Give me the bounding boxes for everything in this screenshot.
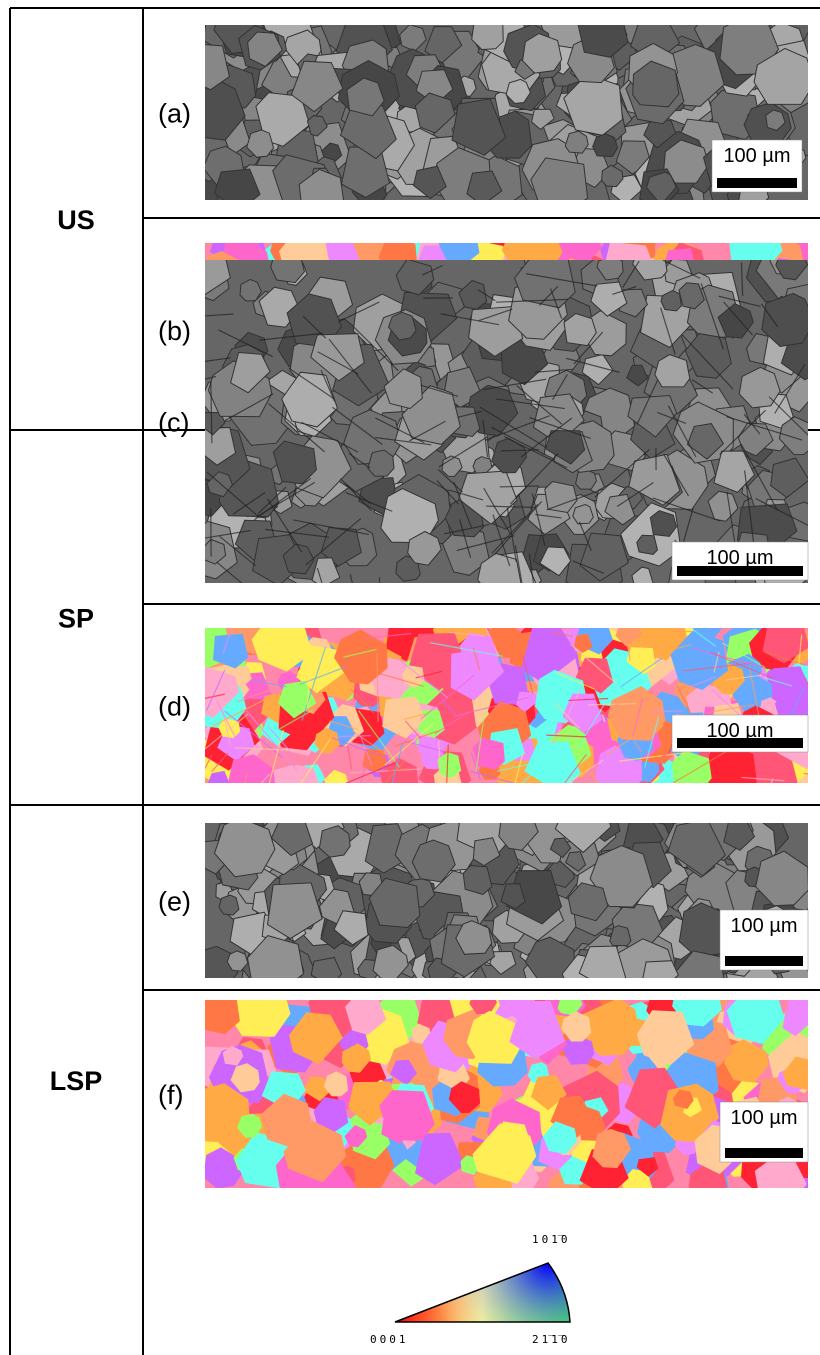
panel-label: (c) — [158, 408, 189, 438]
scale-text: 100 µm — [730, 1107, 797, 1129]
ipf-legend: 101̅0 0001 21̅1̅0 — [370, 1233, 571, 1346]
scale-bar — [725, 1148, 803, 1158]
micrograph — [205, 628, 808, 783]
micrograph — [205, 823, 808, 978]
legend-left: 0001 — [370, 1333, 409, 1346]
scale-bar — [717, 178, 797, 188]
scale-text: 100 µm — [706, 547, 773, 569]
micrograph — [205, 260, 808, 583]
legend-top: 101̅0 — [532, 1233, 571, 1246]
panel-label: (e) — [158, 887, 191, 917]
row-label: LSP — [50, 1066, 103, 1096]
row-label: US — [57, 205, 95, 235]
micrograph — [205, 1000, 808, 1188]
scale-bar — [677, 566, 803, 576]
micrograph — [205, 25, 808, 200]
panel-label: (b) — [158, 316, 191, 346]
legend-right: 21̅1̅0 — [532, 1333, 571, 1346]
scale-bar — [725, 956, 803, 966]
scale-bar — [677, 738, 803, 748]
scale-text: 100 µm — [723, 145, 790, 167]
table-lines — [9, 7, 820, 1355]
scale-text: 100 µm — [730, 915, 797, 937]
panel-label: (a) — [158, 99, 191, 129]
row-label: SP — [58, 604, 94, 634]
panel-label: (f) — [158, 1080, 183, 1110]
panel-label: (d) — [158, 692, 191, 722]
scale-text: 100 µm — [706, 720, 773, 742]
